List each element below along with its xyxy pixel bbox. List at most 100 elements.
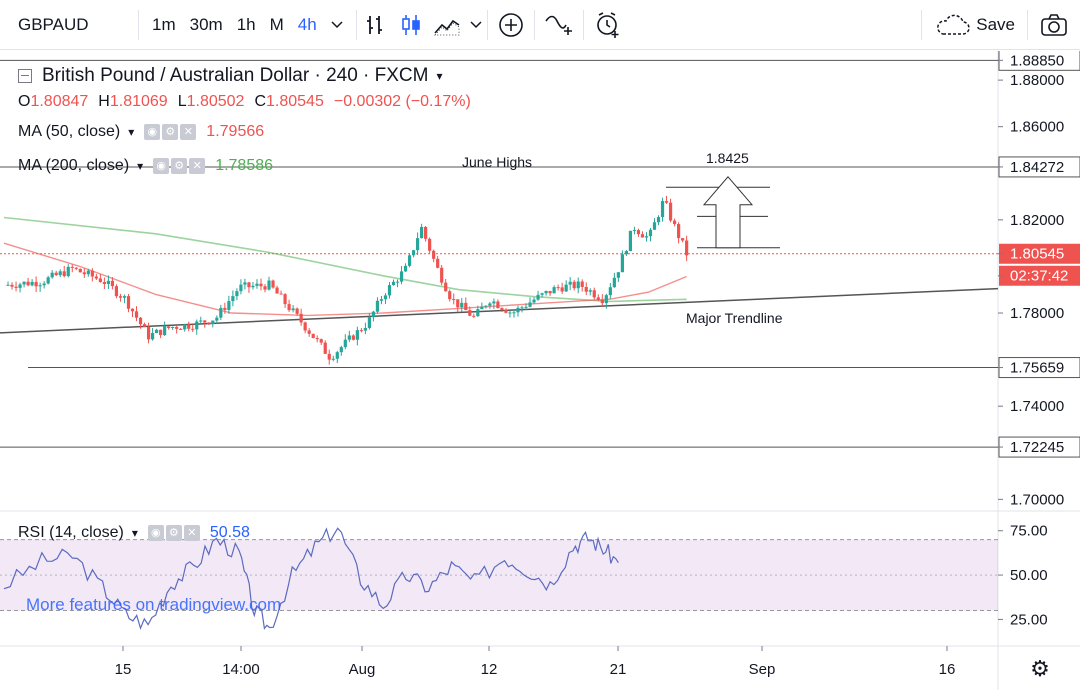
candle-chart-icon[interactable]	[393, 7, 429, 43]
candle-body	[171, 326, 175, 328]
save-button[interactable]: Save	[922, 7, 1027, 43]
candle-body	[415, 238, 420, 251]
trendline-annotation: Major Trendline	[686, 310, 783, 326]
add-indicator-icon[interactable]	[488, 7, 534, 43]
toolbar-divider	[355, 9, 357, 40]
candle-body	[480, 306, 484, 310]
major-trendline	[0, 287, 999, 334]
chart-area[interactable]: 1.88850 1.88000 1.86000 1.84272 1.82000 1.805…	[0, 51, 1080, 690]
close-icon[interactable]: ✕	[180, 124, 197, 140]
close-icon[interactable]: ✕	[189, 158, 206, 174]
candle-body	[179, 328, 183, 330]
candle-body	[335, 352, 339, 359]
bar-chart-icon[interactable]	[357, 7, 393, 43]
chevron-down-icon[interactable]: ▾	[128, 125, 135, 139]
candle-body	[640, 234, 645, 238]
series-legend: British Pound / Australian Dollar · 240 …	[18, 65, 443, 87]
candle-body	[38, 285, 42, 287]
candle-body	[660, 201, 665, 218]
area-chart-icon[interactable]	[429, 7, 465, 43]
candle-body	[560, 287, 564, 292]
candle-body	[677, 224, 681, 239]
interval-month[interactable]: M	[269, 14, 284, 34]
ma50-line	[3, 242, 687, 317]
candle-body	[343, 339, 347, 348]
candle-body	[54, 272, 58, 276]
candle-body	[42, 283, 46, 286]
candle-body	[608, 287, 612, 296]
candle-body	[118, 296, 123, 298]
candle-body	[536, 294, 540, 300]
candle-body	[66, 266, 70, 277]
candle-body	[275, 287, 279, 294]
candle-body	[231, 296, 235, 302]
ma200-label[interactable]: MA (200, close)	[18, 157, 130, 174]
candle-body	[219, 307, 223, 318]
candle-body	[6, 284, 10, 286]
gear-icon[interactable]: ⚙	[171, 158, 188, 174]
candle-body	[339, 347, 343, 353]
candle-body	[632, 230, 637, 232]
symbol-search[interactable]: GBPAUD	[18, 14, 89, 34]
interval-1m[interactable]: 1m	[152, 14, 176, 34]
candle-body	[195, 321, 199, 330]
candle-body	[187, 324, 191, 329]
candle-body	[524, 306, 528, 308]
chart-canvas[interactable]: 1.88850 1.88000 1.86000 1.84272 1.82000 1.805…	[0, 51, 1080, 690]
candle-body	[516, 307, 520, 313]
high-value: 1.81069	[109, 93, 168, 110]
candle-body	[146, 326, 151, 340]
ma50-label[interactable]: MA (50, close)	[18, 123, 121, 140]
candle-body	[14, 286, 18, 288]
gear-icon[interactable]: ⚙	[1030, 657, 1050, 682]
candle-body	[203, 320, 207, 323]
candle-body	[620, 254, 624, 273]
candle-body	[664, 201, 669, 203]
candle-body	[444, 282, 448, 292]
alert-icon[interactable]	[584, 7, 632, 43]
candle-body	[74, 267, 78, 269]
camera-icon[interactable]	[1028, 7, 1080, 43]
eye-icon[interactable]: ◉	[147, 525, 164, 541]
compare-icon[interactable]	[535, 7, 583, 43]
candle-body	[484, 305, 488, 307]
candle-body	[287, 304, 291, 311]
chevron-down-icon[interactable]: ▾	[131, 526, 138, 540]
toolbar-divider	[138, 9, 139, 40]
chevron-down-icon[interactable]	[465, 7, 487, 43]
candle-body	[612, 277, 616, 288]
close-icon[interactable]: ✕	[183, 525, 200, 541]
tradingview-watermark-link[interactable]: More features on tradingview.com	[26, 595, 282, 614]
chevron-down-icon[interactable]	[326, 7, 348, 43]
rsi-label[interactable]: RSI (14, close)	[18, 524, 124, 541]
chevron-down-icon[interactable]: ▾	[436, 69, 443, 83]
eye-icon[interactable]: ◉	[153, 158, 170, 174]
chevron-down-icon[interactable]: ▾	[137, 159, 144, 173]
candle-body	[411, 250, 416, 256]
gear-icon[interactable]: ⚙	[162, 124, 179, 140]
candle-body	[656, 217, 661, 223]
candle-body	[351, 335, 355, 340]
eye-icon[interactable]: ◉	[144, 124, 161, 140]
candle-body	[227, 301, 231, 310]
candle-body	[395, 281, 400, 283]
candle-body	[375, 300, 380, 312]
high-label: H	[98, 93, 110, 110]
price-axis-label: 1.86000	[1010, 119, 1064, 136]
candle-body	[130, 308, 135, 312]
price-axis-label: 1.78000	[1010, 305, 1064, 322]
interval-4h[interactable]: 4h	[297, 14, 317, 34]
interval-1h[interactable]: 1h	[236, 14, 256, 34]
ma200-line	[3, 216, 687, 303]
gear-icon[interactable]: ⚙	[165, 525, 182, 541]
interval-30m[interactable]: 30m	[189, 14, 223, 34]
candle-body	[576, 281, 580, 289]
time-axis-label: 16	[939, 661, 956, 678]
candle-body	[58, 271, 62, 276]
candle-body	[596, 297, 600, 300]
candle-body	[652, 222, 657, 230]
candle-body	[18, 284, 22, 288]
candle-body	[544, 290, 548, 294]
last-price-badge	[999, 243, 1080, 264]
collapse-legend-button[interactable]	[18, 69, 32, 83]
